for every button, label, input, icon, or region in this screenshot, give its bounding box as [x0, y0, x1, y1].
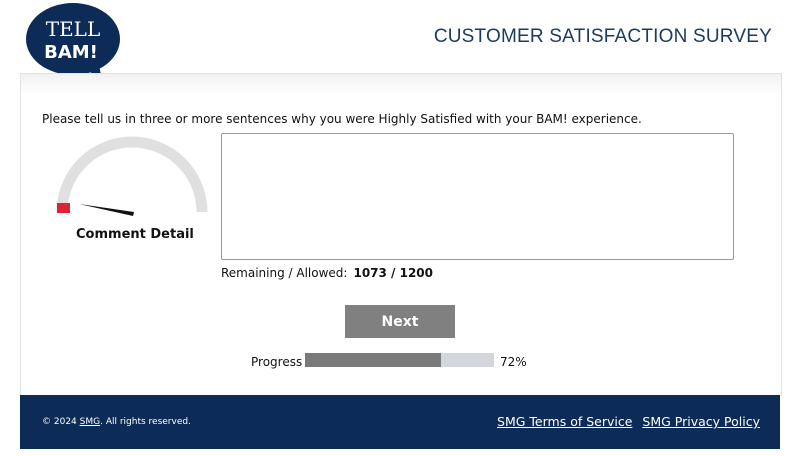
progress-label: Progress — [251, 355, 303, 369]
comment-gauge — [56, 136, 208, 216]
smg-link[interactable]: SMG — [79, 417, 101, 427]
copyright-year: © 2024 — [42, 417, 77, 427]
copyright: © 2024 SMG. All rights reserved. — [42, 417, 191, 427]
gauge-label: Comment Detail — [76, 227, 194, 242]
progress-fill — [305, 353, 442, 367]
remaining-value: 1073 / 1200 — [353, 266, 434, 280]
gauge-indicator — [57, 203, 70, 213]
gauge-needle — [79, 204, 134, 216]
remaining-label: Remaining / Allowed: — [221, 266, 348, 280]
terms-link[interactable]: SMG Terms of Service — [497, 414, 633, 429]
next-button[interactable]: Next — [345, 305, 455, 338]
progress-bar — [305, 353, 494, 367]
footer: © 2024 SMG. All rights reserved. SMG Ter… — [20, 395, 780, 449]
progress-percent: 72% — [500, 355, 527, 369]
svg-text:TELL: TELL — [46, 17, 101, 41]
privacy-link[interactable]: SMG Privacy Policy — [642, 414, 760, 429]
page-title: CUSTOMER SATISFACTION SURVEY — [433, 26, 772, 47]
copyright-text: . All rights reserved. — [100, 417, 191, 427]
tell-bam-logo: TELL BAM! — [26, 3, 120, 80]
svg-text:BAM!: BAM! — [44, 42, 98, 63]
comment-input[interactable] — [221, 133, 734, 260]
character-counter: Remaining / Allowed: 1073 / 1200 — [221, 266, 433, 280]
question-text: Please tell us in three or more sentence… — [42, 112, 642, 126]
